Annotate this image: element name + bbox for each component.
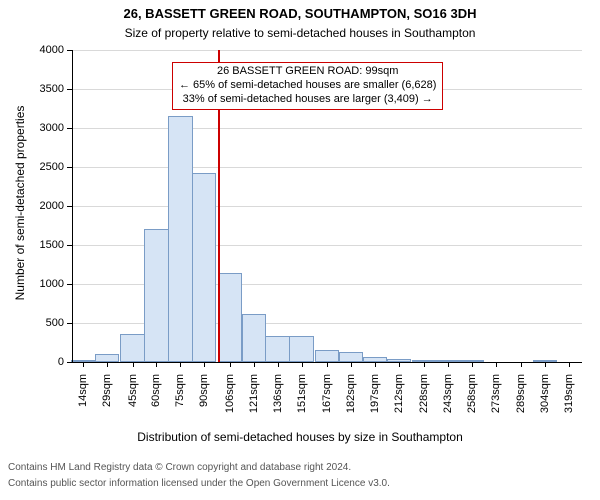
annotation-line3: 33% of semi-detached houses are larger (… [179,93,436,107]
xtick-label: 304sqm [539,374,551,424]
xtick-label: 121sqm [248,374,260,424]
footer-line1: Contains HM Land Registry data © Crown c… [0,462,351,473]
gridline [72,206,582,207]
xtick-label: 243sqm [442,374,454,424]
xtick-label: 197sqm [369,374,381,424]
xtick-label: 167sqm [321,374,333,424]
footer-line2: Contains public sector information licen… [0,478,390,489]
histogram-bar [289,336,313,362]
ytick-label: 2500 [0,161,64,173]
histogram-bar [168,116,192,362]
histogram-bar [265,336,289,362]
annotation-line2: ← 65% of semi-detached houses are smalle… [179,79,436,93]
histogram-bar [95,354,119,362]
ytick-label: 4000 [0,44,64,56]
xtick-label: 228sqm [418,374,430,424]
histogram-bar [192,173,216,362]
ytick-label: 3000 [0,122,64,134]
annotation-box: 26 BASSETT GREEN ROAD: 99sqm← 65% of sem… [172,62,443,109]
histogram-bar [120,334,144,362]
histogram-chart: 26, BASSETT GREEN ROAD, SOUTHAMPTON, SO1… [0,0,600,500]
xtick-label: 212sqm [393,374,405,424]
annotation-line1: 26 BASSETT GREEN ROAD: 99sqm [179,65,436,79]
xtick-label: 273sqm [490,374,502,424]
xtick-label: 289sqm [515,374,527,424]
xtick-label: 258sqm [466,374,478,424]
xtick-label: 319sqm [563,374,575,424]
x-axis-label: Distribution of semi-detached houses by … [0,430,600,444]
x-axis-line [72,362,582,363]
xtick-label: 182sqm [345,374,357,424]
histogram-bar [315,350,339,362]
ytick-label: 1000 [0,278,64,290]
xtick-label: 45sqm [127,374,139,424]
xtick-label: 29sqm [101,374,113,424]
chart-title: 26, BASSETT GREEN ROAD, SOUTHAMPTON, SO1… [0,6,600,21]
histogram-bar [218,273,242,362]
xtick-label: 106sqm [224,374,236,424]
ytick-label: 500 [0,317,64,329]
gridline [72,167,582,168]
ytick-label: 1500 [0,239,64,251]
xtick-label: 136sqm [272,374,284,424]
histogram-bar [144,229,168,362]
y-axis-line [72,50,73,362]
ytick-label: 3500 [0,83,64,95]
xtick-label: 151sqm [296,374,308,424]
xtick-label: 75sqm [174,374,186,424]
plot-area: 26 BASSETT GREEN ROAD: 99sqm← 65% of sem… [72,50,582,362]
ytick-label: 2000 [0,200,64,212]
histogram-bar [339,352,363,362]
ytick-label: 0 [0,356,64,368]
xtick-label: 90sqm [198,374,210,424]
xtick-label: 14sqm [77,374,89,424]
chart-subtitle: Size of property relative to semi-detach… [0,26,600,40]
gridline [72,50,582,51]
gridline [72,128,582,129]
histogram-bar [242,314,266,362]
xtick-label: 60sqm [150,374,162,424]
